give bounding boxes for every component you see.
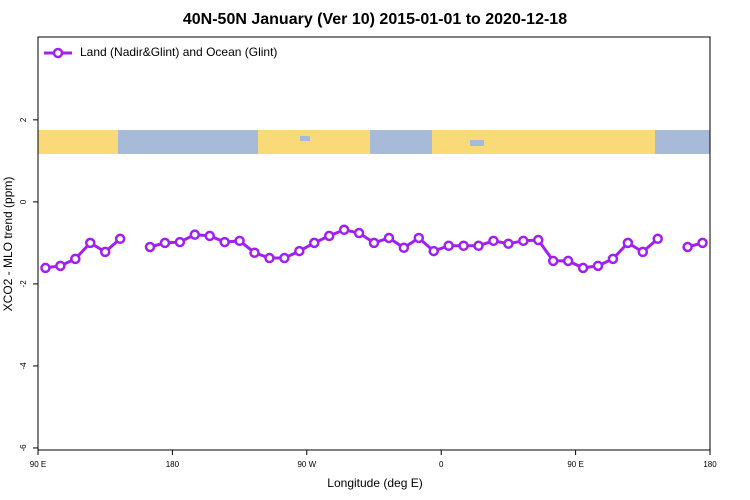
- data-point: [204, 230, 215, 242]
- data-point: [577, 262, 589, 274]
- legend-label: Land (Nadir&Glint) and Ocean (Glint): [80, 45, 277, 59]
- data-point: [189, 229, 201, 240]
- data-point: [114, 233, 126, 245]
- data-point: [547, 255, 559, 267]
- data-point: [174, 236, 186, 248]
- data-point: [562, 255, 574, 267]
- data-point: [264, 252, 275, 264]
- chart-title: 40N-50N January (Ver 10) 2015-01-01 to 2…: [183, 11, 567, 28]
- data-point: [682, 241, 693, 253]
- data-point: [473, 240, 484, 252]
- data-point: [323, 230, 335, 242]
- x-tick-label: 90 E: [567, 460, 583, 469]
- y-tick-label: 0: [19, 199, 28, 204]
- data-point: [652, 233, 663, 245]
- x-tick-label: 90 E: [30, 460, 46, 469]
- data-point: [159, 237, 171, 249]
- data-point: [533, 234, 544, 246]
- data-point: [234, 235, 245, 247]
- data-point: [413, 232, 425, 244]
- data-point: [607, 253, 619, 265]
- x-axis-label: Longitude (deg E): [327, 476, 422, 490]
- y-axis-label: XCO2 - MLO trend (ppm): [1, 177, 15, 312]
- data-point: [279, 252, 290, 264]
- data-point: [70, 253, 81, 265]
- data-point: [592, 260, 604, 272]
- x-tick-label: 90 W: [297, 460, 316, 469]
- data-point: [383, 232, 395, 244]
- data-point: [55, 260, 66, 272]
- data-point: [249, 247, 260, 258]
- data-point: [353, 227, 365, 239]
- data-point: [503, 238, 514, 249]
- data-point: [443, 240, 454, 252]
- data-point: [637, 246, 649, 258]
- data-point: [398, 242, 410, 254]
- x-tick-label: 180: [703, 460, 717, 469]
- legend-marker: [52, 47, 64, 59]
- data-point: [40, 262, 51, 274]
- series-line: [45, 228, 703, 270]
- y-tick-label: -4: [19, 362, 28, 370]
- y-tick-label: -2: [19, 280, 28, 288]
- data-point: [458, 240, 469, 252]
- data-point: [219, 236, 230, 248]
- data-point: [428, 245, 439, 257]
- data-point: [338, 224, 350, 236]
- data-point: [518, 235, 529, 247]
- x-tick-label: 0: [439, 460, 444, 469]
- y-tick-label: 2: [19, 117, 28, 122]
- data-point: [697, 237, 708, 249]
- data-point: [99, 246, 111, 258]
- plot-frame: [37, 36, 711, 451]
- data-point: [622, 237, 634, 249]
- x-tick-label: 180: [166, 460, 180, 469]
- data-point: [488, 235, 499, 247]
- map-strip: [38, 130, 710, 154]
- y-tick-label: -6: [19, 444, 28, 452]
- data-point: [309, 237, 320, 249]
- data-point: [294, 245, 305, 257]
- data-point: [85, 237, 96, 249]
- data-point: [144, 241, 156, 253]
- data-point: [368, 237, 380, 249]
